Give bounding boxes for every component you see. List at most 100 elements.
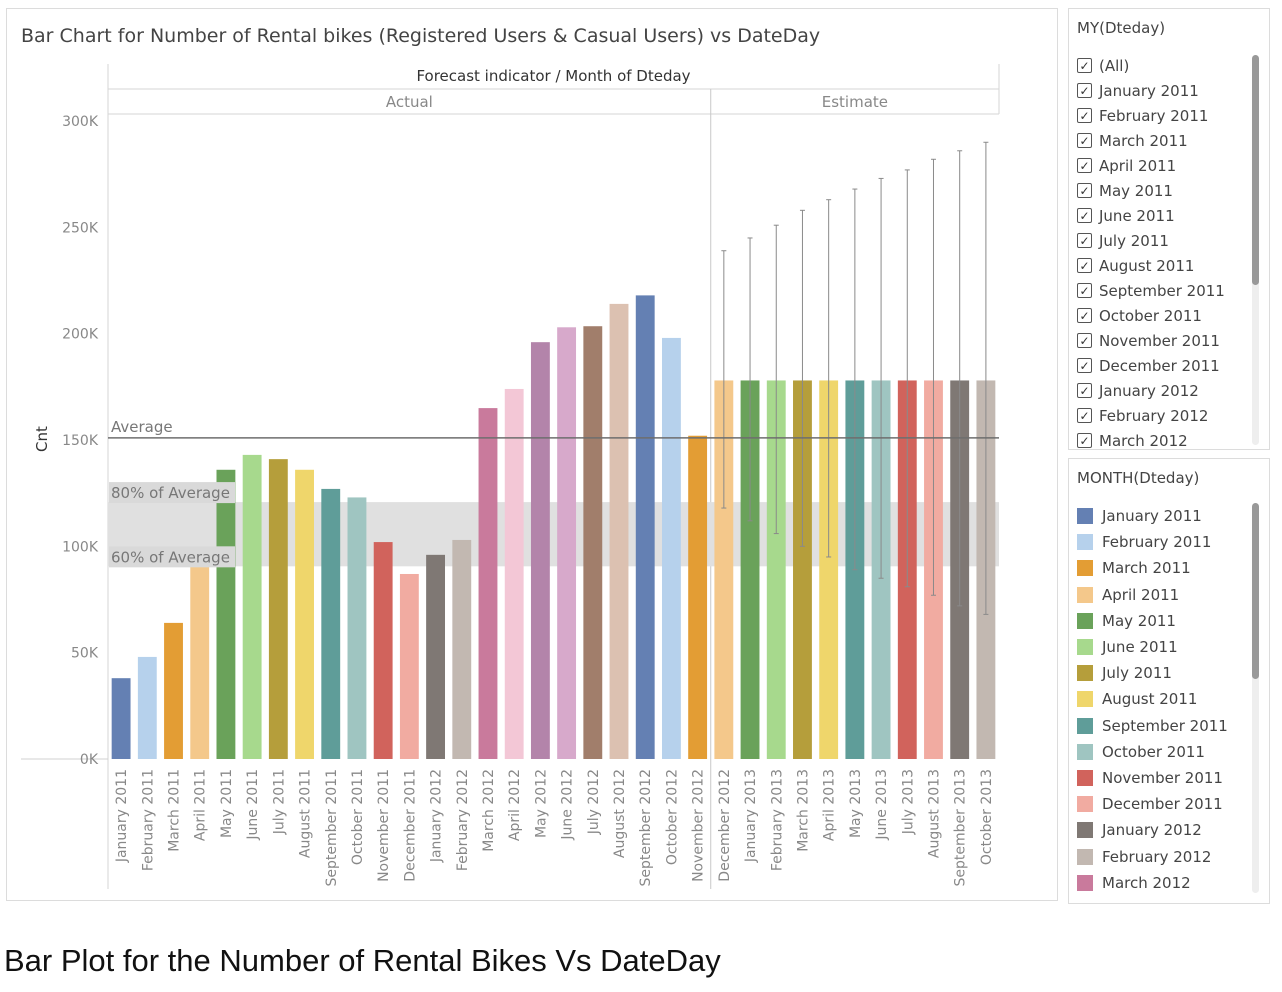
filter-item[interactable]: ✓ March 2011 (1077, 128, 1247, 153)
legend-item[interactable]: August 2011 (1077, 686, 1247, 712)
filter-item-label: August 2011 (1099, 256, 1195, 275)
legend-item[interactable]: September 2011 (1077, 713, 1247, 739)
filter-item[interactable]: ✓ (All) (1077, 53, 1247, 78)
legend-swatch (1077, 508, 1093, 525)
my-filter-scroll-thumb[interactable] (1252, 55, 1259, 285)
legend-item-label: November 2011 (1102, 768, 1223, 787)
x-tick-label: July 2012 (586, 769, 602, 835)
x-tick-label: December 2012 (717, 769, 733, 882)
checkbox-checked-icon[interactable]: ✓ (1077, 133, 1092, 148)
x-tick-label: March 2012 (481, 769, 497, 852)
legend-item[interactable]: March 2012 (1077, 870, 1247, 896)
checkbox-checked-icon[interactable]: ✓ (1077, 333, 1092, 348)
legend-item-label: February 2011 (1102, 533, 1212, 552)
x-tick-label: September 2012 (638, 769, 654, 886)
y-tick-label: 0K (80, 752, 99, 768)
legend-swatch (1077, 691, 1093, 708)
x-tick-label: June 2013 (874, 769, 890, 841)
month-legend-scroll-thumb[interactable] (1252, 503, 1259, 679)
filter-item-label: February 2012 (1099, 406, 1209, 425)
reference-label-bg (109, 482, 235, 504)
filter-item-label: March 2012 (1099, 431, 1188, 450)
checkbox-checked-icon[interactable]: ✓ (1077, 158, 1092, 173)
legend-item[interactable]: January 2012 (1077, 817, 1247, 843)
legend-item[interactable]: November 2011 (1077, 765, 1247, 791)
filter-item[interactable]: ✓ December 2011 (1077, 353, 1247, 378)
my-filter-scrollbar[interactable] (1252, 55, 1259, 445)
checkbox-checked-icon[interactable]: ✓ (1077, 433, 1092, 448)
checkbox-checked-icon[interactable]: ✓ (1077, 358, 1092, 373)
legend-item-label: June 2011 (1102, 638, 1178, 657)
y-tick-label: 100K (62, 539, 99, 555)
legend-swatch (1077, 822, 1093, 839)
filter-item[interactable]: ✓ April 2011 (1077, 153, 1247, 178)
checkbox-checked-icon[interactable]: ✓ (1077, 308, 1092, 323)
x-tick-label: July 2013 (900, 769, 916, 835)
filter-item[interactable]: ✓ January 2012 (1077, 378, 1247, 403)
legend-item[interactable]: February 2012 (1077, 843, 1247, 869)
x-tick-label: May 2013 (848, 769, 864, 838)
legend-swatch (1077, 586, 1093, 603)
x-tick-label: February 2013 (769, 769, 785, 871)
bar (530, 342, 550, 759)
chart-title: Bar Chart for Number of Rental bikes (Re… (21, 25, 821, 47)
filter-item[interactable]: ✓ November 2011 (1077, 328, 1247, 353)
my-filter-list: ✓ (All) ✓ January 2011 ✓ February 2011 ✓ March … (1077, 53, 1247, 450)
legend-item-label: July 2011 (1102, 664, 1172, 683)
filter-item[interactable]: ✓ March 2012 (1077, 428, 1247, 450)
checkbox-checked-icon[interactable]: ✓ (1077, 108, 1092, 123)
filter-item[interactable]: ✓ August 2011 (1077, 253, 1247, 278)
legend-swatch (1077, 717, 1093, 734)
legend-item-label: March 2012 (1102, 873, 1191, 892)
filter-item[interactable]: ✓ February 2011 (1077, 103, 1247, 128)
checkbox-checked-icon[interactable]: ✓ (1077, 283, 1092, 298)
checkbox-checked-icon[interactable]: ✓ (1077, 58, 1092, 73)
checkbox-checked-icon[interactable]: ✓ (1077, 258, 1092, 273)
filter-item[interactable]: ✓ May 2011 (1077, 178, 1247, 203)
x-tick-label: August 2013 (926, 769, 942, 858)
legend-swatch (1077, 848, 1093, 865)
legend-item[interactable]: June 2011 (1077, 634, 1247, 660)
legend-swatch (1077, 743, 1093, 760)
legend-item[interactable]: February 2011 (1077, 529, 1247, 555)
legend-item-label: May 2011 (1102, 611, 1176, 630)
x-tick-label: September 2011 (324, 769, 340, 886)
pane-header-estimate: Estimate (822, 93, 888, 111)
legend-item[interactable]: May 2011 (1077, 608, 1247, 634)
filter-item[interactable]: ✓ September 2011 (1077, 278, 1247, 303)
y-tick-label: 50K (71, 646, 99, 662)
eighty-percent-label: 80% of Average (111, 484, 230, 502)
checkbox-checked-icon[interactable]: ✓ (1077, 183, 1092, 198)
filter-item[interactable]: ✓ July 2011 (1077, 228, 1247, 253)
checkbox-checked-icon[interactable]: ✓ (1077, 83, 1092, 98)
legend-item[interactable]: July 2011 (1077, 660, 1247, 686)
average-label: Average (111, 418, 173, 436)
legend-item[interactable]: April 2011 (1077, 582, 1247, 608)
legend-item[interactable]: March 2011 (1077, 555, 1247, 581)
filter-item[interactable]: ✓ June 2011 (1077, 203, 1247, 228)
filter-item[interactable]: ✓ January 2011 (1077, 78, 1247, 103)
filter-item[interactable]: ✓ February 2012 (1077, 403, 1247, 428)
checkbox-checked-icon[interactable]: ✓ (1077, 383, 1092, 398)
filter-item-label: April 2011 (1099, 156, 1177, 175)
bar (766, 380, 786, 759)
legend-item-label: January 2012 (1102, 821, 1202, 840)
legend-item-label: April 2011 (1102, 585, 1180, 604)
bar (609, 303, 629, 759)
filter-item[interactable]: ✓ October 2011 (1077, 303, 1247, 328)
month-legend-scrollbar[interactable] (1252, 503, 1259, 893)
legend-item[interactable]: October 2011 (1077, 739, 1247, 765)
legend-item-label: December 2011 (1102, 795, 1223, 814)
legend-swatch (1077, 560, 1093, 577)
checkbox-checked-icon[interactable]: ✓ (1077, 208, 1092, 223)
legend-item-label: August 2011 (1102, 690, 1198, 709)
legend-item[interactable]: January 2011 (1077, 503, 1247, 529)
checkbox-checked-icon[interactable]: ✓ (1077, 408, 1092, 423)
checkbox-checked-icon[interactable]: ✓ (1077, 233, 1092, 248)
bar (399, 573, 419, 759)
legend-item[interactable]: December 2011 (1077, 791, 1247, 817)
x-tick-label: April 2013 (822, 769, 838, 841)
bar (740, 380, 760, 759)
x-tick-label: September 2013 (953, 769, 969, 886)
bar (321, 488, 341, 759)
